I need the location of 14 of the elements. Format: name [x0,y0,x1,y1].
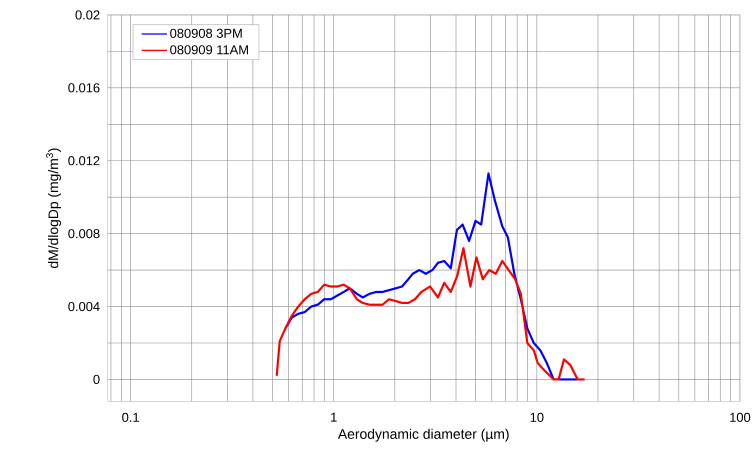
x-tick-label: 0.1 [122,412,139,422]
y-tick-label: 0.012 [68,156,100,166]
y-tick-label: 0.004 [68,302,100,312]
x-tick-label: 1 [331,412,337,422]
legend-label: 080908 3PM [170,28,242,38]
x-axis-title: Aerodynamic diameter (µm) [338,428,509,442]
y-tick-label: 0.02 [75,10,100,20]
y-tick-label: 0.016 [68,83,100,92]
x-tick-label: 10 [530,412,544,422]
y-tick-label: 0 [93,374,100,384]
y-axis-title: dM/dlogDp (mg/m$^{3}$) [46,148,61,268]
x-tick-label: 100 [730,412,750,422]
legend-label: 080909 11AM [170,45,248,54]
y-tick-label: 0.008 [68,229,100,238]
